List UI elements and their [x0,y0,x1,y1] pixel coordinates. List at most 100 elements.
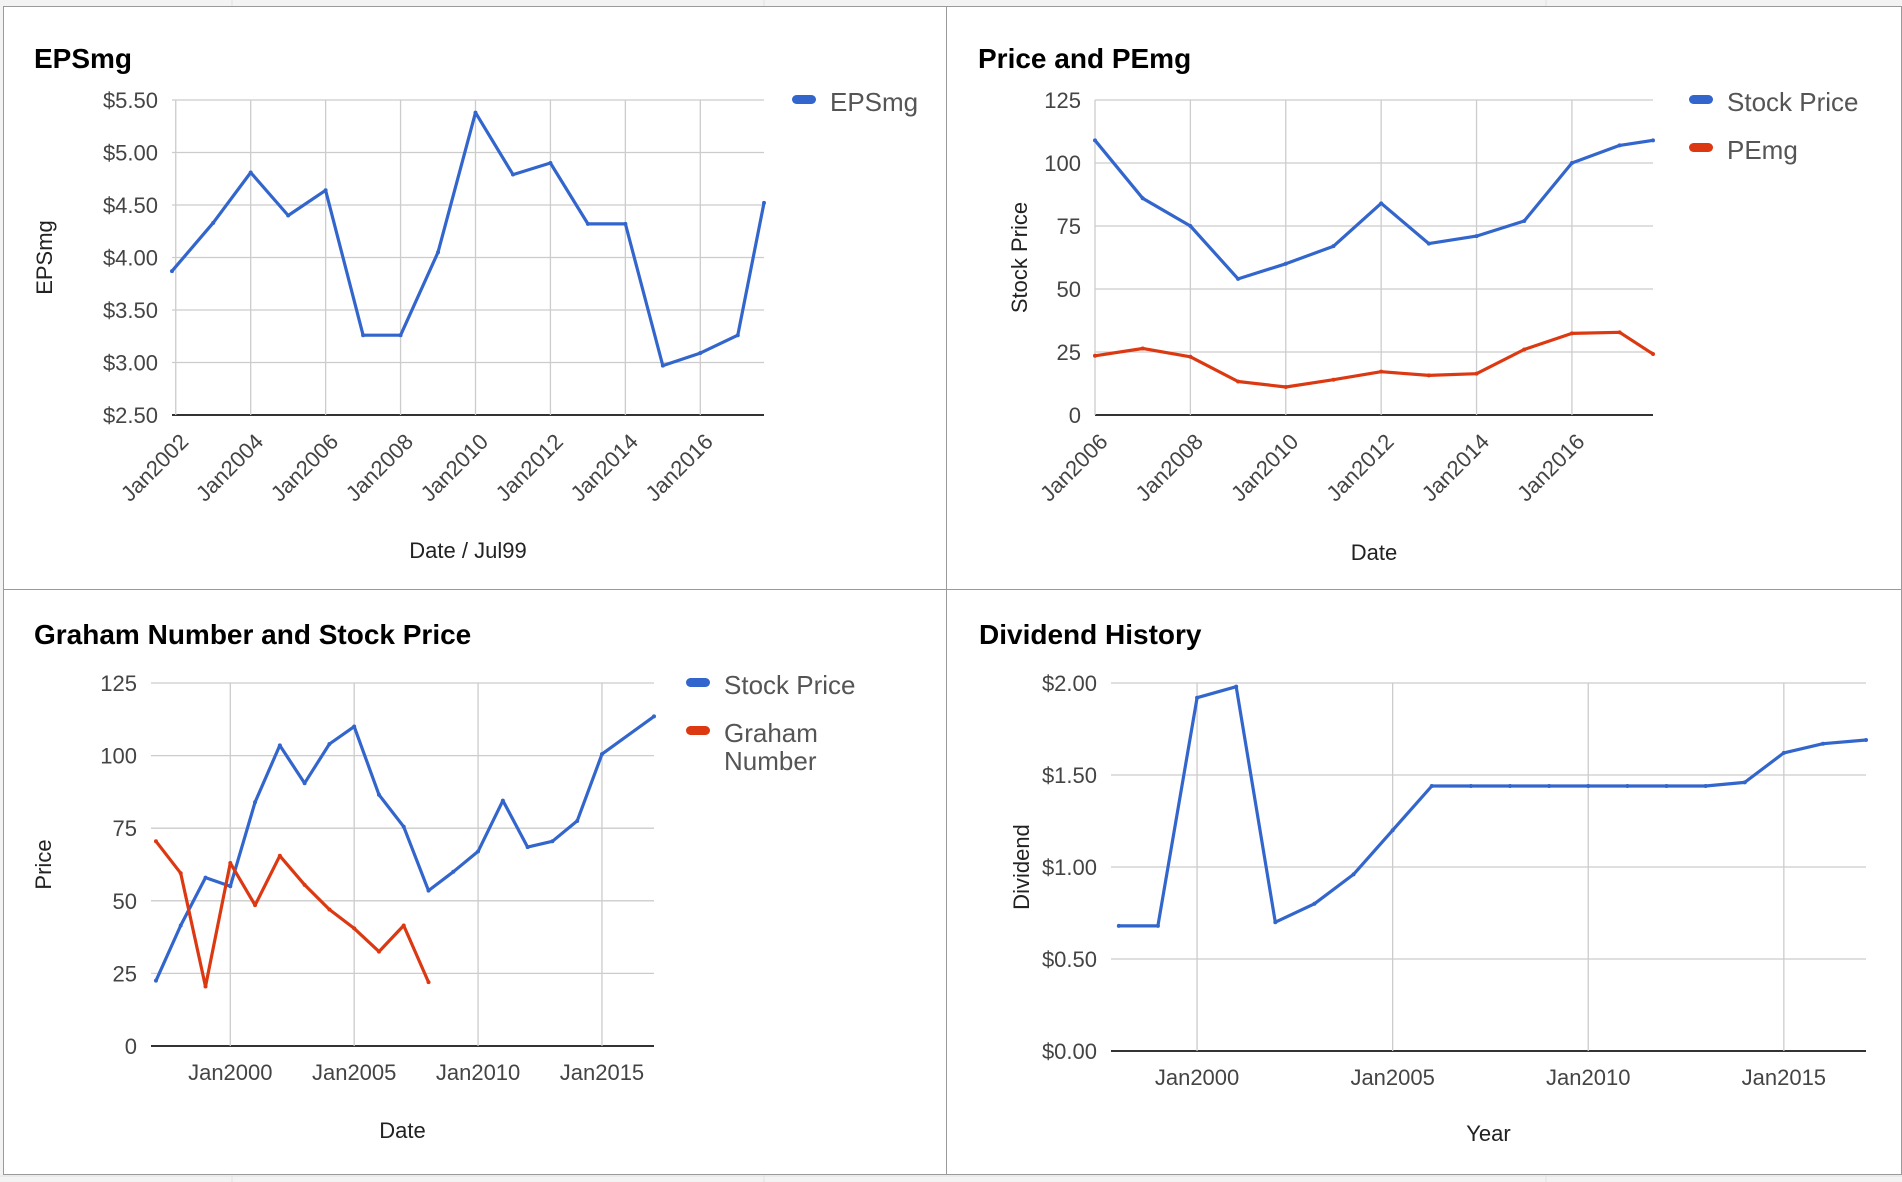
data-point [323,188,328,193]
data-point [1426,373,1431,378]
data-point [585,221,590,226]
series-line-1 [154,839,431,989]
data-point [211,220,216,225]
data-point [302,781,307,786]
x-tick-label: Jan2014 [1417,429,1494,506]
y-tick-label: $0.50 [1042,947,1097,972]
data-point [1617,330,1622,335]
y-axis-title: Price [31,839,56,889]
chart-svg: EPSmg $2.50 $3.00 $3.50 $4.00 $4.50 $5.00 $5.50… [32,43,918,563]
series-line-1 [1093,330,1655,389]
data-point [277,853,282,858]
data-point [1703,784,1708,789]
legend-label: Number [724,746,817,776]
y-tick-label: $2.50 [103,403,158,428]
data-point [1522,347,1527,352]
legend-swatch [792,95,816,104]
data-point [1547,784,1552,789]
chart-title: Price and PEmg [978,43,1191,74]
chart-panel-epsmg[interactable]: EPSmg $2.50 $3.00 $3.50 $4.00 $4.50 $5.00 $5.50… [3,6,947,590]
x-tick-label: Jan2015 [1742,1065,1826,1090]
data-point [361,333,366,338]
data-point [1586,784,1591,789]
data-point [1474,371,1479,376]
chart-title: Graham Number and Stock Price [34,619,471,650]
data-point [170,269,174,274]
series-line-0 [1093,138,1655,281]
data-point [1569,161,1574,165]
data-point [451,869,456,874]
y-tick-label: 0 [125,1034,137,1059]
data-point [1331,377,1336,382]
x-tick-label: Jan2015 [560,1060,644,1085]
x-tick-label: Jan2012 [1321,429,1398,506]
chart-panel-graham-number-and-stock-price[interactable]: Graham Number and Stock Price 0 25 50 75 100 1… [3,589,947,1175]
x-tick-label: Jan2010 [1226,429,1303,506]
x-tick-label: Jan2010 [436,1060,520,1085]
data-point [575,818,580,823]
y-tick-label: $3.00 [103,351,158,376]
y-axis-title: Dividend [1009,824,1034,910]
data-point [525,845,530,850]
data-point [153,839,158,844]
data-point [510,172,515,177]
data-point [1864,738,1868,743]
data-point [327,907,332,912]
data-point [1781,750,1786,755]
data-point [1617,143,1622,148]
data-point [1651,138,1655,143]
chart-panel-price-and-pemg[interactable]: Price and PEmg 0 25 50 75 100 125 Jan2006 Jan200… [946,6,1902,590]
data-point [228,861,233,866]
data-point [652,714,656,719]
data-point [228,884,233,889]
y-axis-title: Stock Price [1007,202,1032,313]
data-point [1283,385,1288,390]
data-point [352,926,357,931]
y-tick-label: 75 [1057,214,1081,239]
y-tick-label: $2.00 [1042,671,1097,696]
y-tick-label: 125 [1044,88,1081,113]
data-point [1195,695,1200,700]
data-point [1093,353,1097,358]
data-point [1234,684,1239,689]
data-point [1188,224,1193,228]
data-point [426,980,431,985]
chart-panel-dividend-history[interactable]: Dividend History $0.00 $0.50 $1.00 $1.50 $2.0… [946,589,1902,1175]
data-point [660,363,665,368]
y-tick-label: $5.00 [103,141,158,166]
chart-svg: Dividend History $0.00 $0.50 $1.00 $1.50 $2.0… [979,619,1868,1146]
x-axis-title: Date [379,1118,425,1143]
data-point [1651,352,1655,357]
x-tick-label: Jan2010 [416,429,493,506]
data-point [1283,261,1288,266]
y-tick-label: 25 [113,961,137,986]
data-point [473,110,478,115]
data-point [1379,369,1384,374]
data-point [1273,920,1278,925]
data-point [476,849,481,854]
data-point [203,984,208,989]
data-point [1569,331,1574,336]
data-point [1379,201,1384,206]
x-tick-label: Jan2008 [341,429,418,506]
x-tick-label: Jan2012 [491,429,568,506]
y-tick-label: 0 [1069,403,1081,428]
legend-swatch [686,726,710,735]
data-point [1429,784,1434,789]
y-tick-label: 50 [113,889,137,914]
legend-label: Stock Price [1727,87,1859,117]
x-tick-label: Jan2004 [191,429,268,506]
x-axis-title: Date / Jul99 [409,538,526,563]
legend-swatch [686,678,710,687]
data-point [153,978,158,983]
data-point [1331,244,1336,249]
y-axis-title: EPSmg [32,220,57,295]
data-point [426,888,431,893]
data-point [178,871,183,876]
y-tick-label: $5.50 [103,88,158,113]
x-tick-label: Jan2000 [188,1060,272,1085]
chart-title: Dividend History [979,619,1202,650]
data-point [1664,784,1669,789]
legend-swatch [1689,95,1713,104]
data-point [1390,828,1395,833]
